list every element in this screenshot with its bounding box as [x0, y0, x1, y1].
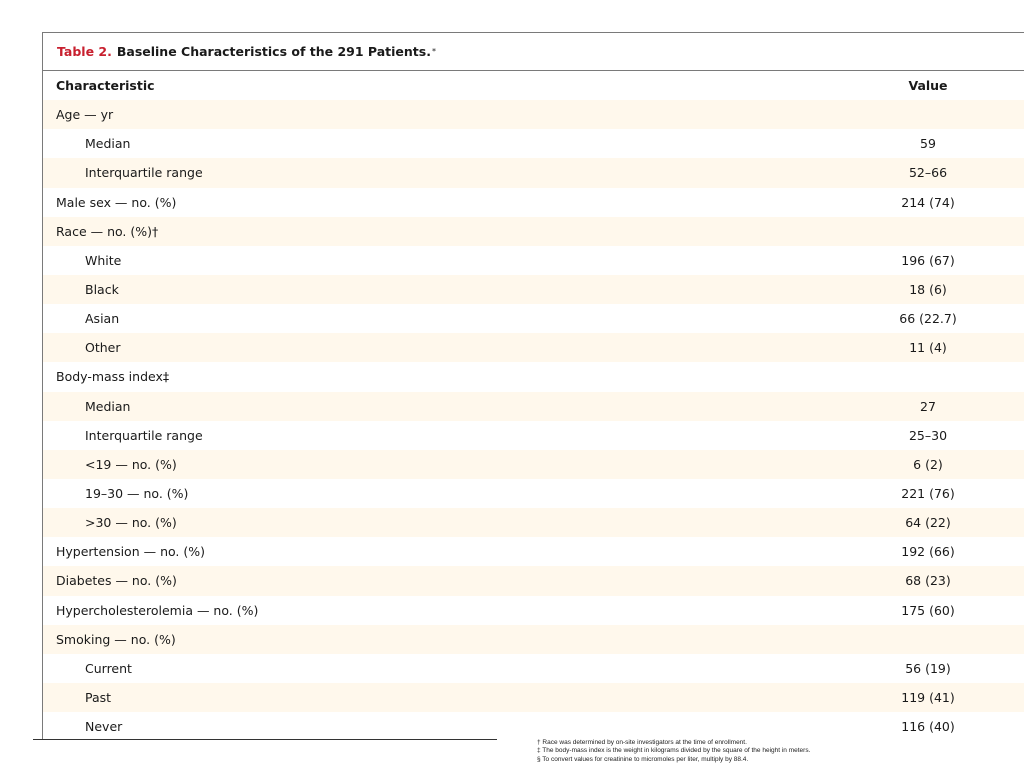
table-title: Table 2. Baseline Characteristics of the… — [43, 33, 1024, 71]
characteristic-cell: Interquartile range — [85, 165, 203, 181]
table-title-text: Baseline Characteristics of the 291 Pati… — [116, 44, 431, 59]
value-cell: 192 (66) — [901, 544, 955, 560]
value-cell: 25–30 — [908, 427, 948, 443]
table-row: Male sex — no. (%) 214 (74) — [43, 188, 1024, 217]
characteristic-cell: <19 — no. (%) — [85, 456, 177, 472]
characteristic-cell: Male sex — no. (%) — [56, 194, 177, 210]
footnote-divider — [33, 739, 497, 740]
footnote-line: † Race was determined by on-site investi… — [537, 739, 747, 746]
table-row: Interquartile range 25–30 — [43, 421, 1024, 450]
column-header-value: Value — [908, 78, 948, 94]
value-cell: 214 (74) — [901, 194, 955, 210]
table-row: Age — yr — [43, 100, 1024, 130]
table-row: Race — no. (%)† — [43, 216, 1024, 246]
table-row: Past 119 (41) — [43, 682, 1024, 713]
table-row: 19–30 — no. (%) 221 (76) — [43, 479, 1024, 508]
column-header-characteristic: Characteristic — [56, 78, 155, 94]
characteristic-cell: Body-mass index‡ — [56, 369, 170, 385]
characteristic-cell: White — [85, 252, 122, 268]
characteristic-cell: Age — yr — [56, 107, 114, 123]
table-row: Hypercholesterolemia — no. (%) 175 (60) — [43, 596, 1024, 625]
table-row: Smoking — no. (%) — [43, 624, 1024, 654]
table-row: Body-mass index‡ — [43, 362, 1024, 391]
value-cell: 68 (23) — [905, 573, 951, 589]
characteristic-cell: Current — [85, 660, 132, 676]
characteristic-cell: Interquartile range — [85, 427, 203, 443]
value-cell: 64 (22) — [905, 515, 951, 531]
value-cell: 221 (76) — [901, 486, 955, 502]
table-row: <19 — no. (%) 6 (2) — [43, 449, 1024, 479]
characteristic-cell: Smoking — no. (%) — [56, 631, 176, 647]
table-row: Diabetes — no. (%) 68 (23) — [43, 566, 1024, 596]
value-cell: 59 — [920, 136, 936, 152]
characteristic-cell: 19–30 — no. (%) — [85, 486, 189, 502]
characteristic-cell: Median — [85, 136, 131, 152]
table-row: Asian 66 (22.7) — [43, 304, 1024, 333]
characteristic-cell: Black — [85, 282, 119, 298]
characteristic-cell: Asian — [85, 311, 120, 327]
characteristic-cell: Hypertension — no. (%) — [56, 544, 206, 560]
table-label: Table 2. — [57, 44, 112, 59]
table-row: >30 — no. (%) 64 (22) — [43, 508, 1024, 538]
value-cell: 18 (6) — [909, 282, 947, 298]
table-row: Other 11 (4) — [43, 333, 1024, 363]
table-row: Black 18 (6) — [43, 274, 1024, 305]
characteristic-cell: Median — [85, 398, 131, 414]
characteristic-cell: Never — [85, 719, 123, 735]
value-cell: 175 (60) — [901, 602, 955, 618]
value-cell: 11 (4) — [909, 340, 947, 356]
table-header-row: Characteristic Value — [43, 71, 1024, 100]
footnote-line: § To convert values for creatinine to mi… — [537, 755, 749, 763]
characteristic-cell: Race — no. (%)† — [56, 223, 159, 239]
value-cell: 27 — [920, 398, 936, 414]
characteristic-cell: Past — [85, 690, 112, 706]
table-row: Interquartile range 52–66 — [43, 158, 1024, 188]
value-cell: 6 (2) — [913, 456, 943, 472]
characteristic-cell: Other — [85, 340, 121, 356]
value-cell: 119 (41) — [901, 690, 955, 706]
table-footnotes: † Race was determined by on-site investi… — [537, 739, 810, 764]
value-cell: 196 (67) — [901, 252, 955, 268]
table-row: White 196 (67) — [43, 246, 1024, 275]
value-cell: 56 (19) — [905, 660, 951, 676]
baseline-characteristics-table: Table 2. Baseline Characteristics of the… — [42, 32, 1024, 740]
table-row: Median 59 — [43, 129, 1024, 158]
table-row: Median 27 — [43, 391, 1024, 421]
table-row: Never 116 (40) — [43, 712, 1024, 741]
characteristic-cell: >30 — no. (%) — [85, 515, 177, 531]
table-row: Current 56 (19) — [43, 654, 1024, 683]
value-cell: 66 (22.7) — [899, 311, 957, 327]
value-cell: 116 (40) — [901, 719, 955, 735]
characteristic-cell: Diabetes — no. (%) — [56, 573, 177, 589]
table-title-footnote-mark: * — [431, 47, 436, 56]
table-body: Characteristic Value Age — yr Median 59 Int… — [43, 71, 1024, 741]
characteristic-cell: Hypercholesterolemia — no. (%) — [56, 602, 259, 618]
table-row: Hypertension — no. (%) 192 (66) — [43, 537, 1024, 566]
footnote-line: ‡ The body-mass index is the weight in k… — [537, 747, 811, 755]
value-cell: 52–66 — [908, 165, 948, 181]
